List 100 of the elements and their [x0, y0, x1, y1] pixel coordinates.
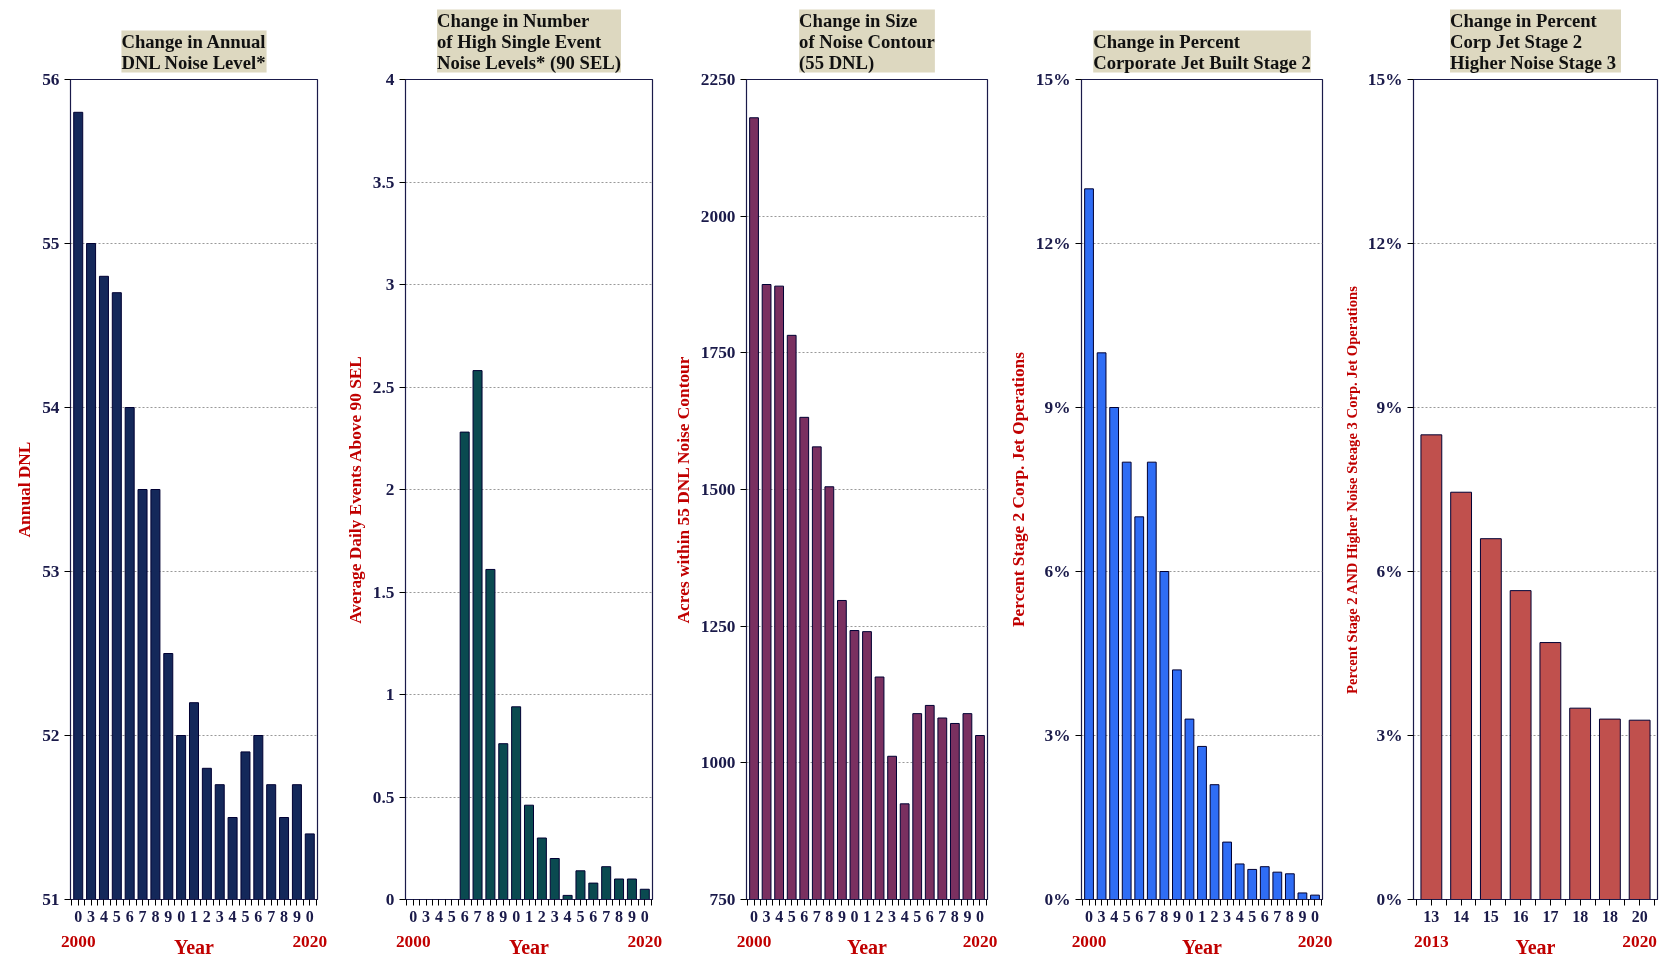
- x-tick-label: 0: [850, 907, 859, 925]
- x-tick-label: 5: [1248, 907, 1257, 925]
- x-axis-title: Year: [1182, 935, 1223, 958]
- chart-title: Change in Size of Noise Contour (55 DNL): [799, 9, 935, 74]
- x-tick-label: 8: [280, 907, 289, 925]
- y-tick-label: 52: [42, 726, 60, 745]
- x-tick-label: 4: [99, 907, 108, 925]
- x-tick-label: 5: [447, 907, 456, 925]
- x-tick-label: 7: [812, 907, 821, 925]
- x-tick-label: 8: [486, 907, 495, 925]
- chart-title: Change in Percent Corp Jet Stage 2 Higher Noise Stage 3: [1450, 9, 1616, 73]
- y-tick-label: 1250: [700, 616, 736, 636]
- x-tick-label: 0: [177, 907, 186, 925]
- x-tick-label: 9: [164, 907, 173, 925]
- bar: [1247, 868, 1258, 900]
- bar: [1109, 407, 1120, 900]
- x-tick-label: 4: [775, 907, 784, 925]
- y-tick-label: 0.5: [372, 787, 395, 807]
- bar: [639, 888, 650, 900]
- y-tick-label: 6%: [1376, 562, 1403, 581]
- y-axis-title: Annual DNL: [15, 441, 35, 538]
- text: 2020: [1622, 931, 1657, 951]
- bar: [459, 431, 470, 900]
- x-tick-label: 0: [750, 907, 759, 925]
- x-tick-label: 7: [473, 907, 482, 925]
- x-tick-label: 8: [615, 907, 624, 925]
- text: 2020: [1297, 931, 1333, 951]
- y-tick-label: 56: [42, 70, 60, 89]
- x-axis-title: Year: [847, 935, 888, 958]
- x-tick-label: 7: [938, 907, 947, 925]
- bar: [1234, 863, 1245, 900]
- x-tick-label: 1: [525, 907, 533, 925]
- bar: [1209, 784, 1220, 900]
- text: 2020: [962, 931, 998, 951]
- bar: [524, 804, 534, 900]
- chart-title: Change in Number of High Single Event Noise Levels* (90 SEL): [437, 9, 621, 74]
- x-tick-label: 2: [537, 907, 546, 925]
- x-axis-title: Year: [509, 935, 550, 958]
- bar: [575, 870, 586, 900]
- bar: [614, 878, 625, 900]
- y-tick-label: 1000: [700, 753, 736, 773]
- x-tick-label: 5: [1122, 907, 1131, 925]
- bar: [1272, 871, 1283, 900]
- bar: [1222, 841, 1232, 900]
- chart-title: Change in Percent Corporate Jet Built Stage 2: [1093, 30, 1311, 73]
- bar: [588, 882, 599, 900]
- x-tick-label: 9: [627, 907, 636, 925]
- y-tick-label: 3%: [1376, 726, 1403, 745]
- x-tick-label: 2: [1210, 907, 1219, 925]
- x-tick-label: 6: [460, 907, 469, 925]
- y-tick-label: 9%: [1044, 398, 1071, 417]
- chart-title: Change in Annual DNL Noise Level*: [121, 30, 266, 73]
- x-tick-label: 0: [1310, 907, 1319, 925]
- y-tick-label: 0%: [1044, 890, 1071, 909]
- y-axis-title: Acres within 55 DNL Noise Contour: [673, 356, 693, 624]
- bar: [1450, 491, 1473, 900]
- x-tick-label: 4: [900, 907, 909, 925]
- x-tick-label: 1: [190, 907, 198, 925]
- x-tick-label: 0: [409, 907, 418, 925]
- bar: [1159, 571, 1170, 900]
- x-tick-label: 7: [138, 907, 147, 925]
- bar: [511, 706, 522, 900]
- x-tick-label: 8: [1285, 907, 1294, 925]
- bar: [498, 743, 509, 900]
- x-tick-label: 9: [499, 907, 508, 925]
- y-tick-label: 6%: [1044, 562, 1071, 581]
- y-tick-label: 1500: [700, 480, 736, 499]
- y-axis-title: Average Daily Events Above 90 SEL: [345, 356, 365, 624]
- x-tick-label: 5: [112, 907, 121, 925]
- x-tick-label: 0: [1185, 907, 1194, 925]
- y-tick-label: 2.5: [372, 377, 395, 397]
- x-tick-label: 0: [305, 907, 314, 925]
- x-tick-label: 8: [1160, 907, 1169, 925]
- x-tick-label: 2: [202, 907, 211, 925]
- y-tick-label: 0: [385, 890, 395, 909]
- y-tick-label: 3%: [1044, 726, 1071, 745]
- y-tick-label: 54: [42, 398, 60, 417]
- x-tick-label: 3: [422, 907, 431, 925]
- x-tick-label: 3: [550, 907, 559, 925]
- x-tick-label: 14: [1453, 907, 1470, 925]
- x-tick-label: 7: [1273, 907, 1282, 925]
- x-tick-label: 18: [1572, 907, 1589, 925]
- x-tick-label: 8: [151, 907, 160, 925]
- bar: [1284, 873, 1295, 900]
- x-tick-label: 20: [1631, 907, 1648, 925]
- x-tick-label: 6: [125, 907, 134, 925]
- x-tick-label: 0: [640, 907, 649, 925]
- y-axis-title: Percent Stage 2 Corp. Jet Operations: [1008, 351, 1028, 627]
- y-tick-label: 2000: [700, 206, 736, 226]
- x-tick-label: 2: [875, 907, 884, 925]
- bar: [1420, 434, 1443, 900]
- x-tick-label: 15: [1482, 907, 1499, 925]
- x-tick-label: 8: [950, 907, 959, 925]
- x-tick-label: 5: [576, 907, 585, 925]
- bar: [1628, 719, 1651, 900]
- y-tick-label: 3.5: [372, 172, 395, 192]
- bar: [549, 858, 560, 900]
- x-tick-label: 3: [87, 907, 96, 925]
- x-tick-label: 4: [434, 907, 443, 925]
- y-tick-label: 750: [709, 890, 736, 909]
